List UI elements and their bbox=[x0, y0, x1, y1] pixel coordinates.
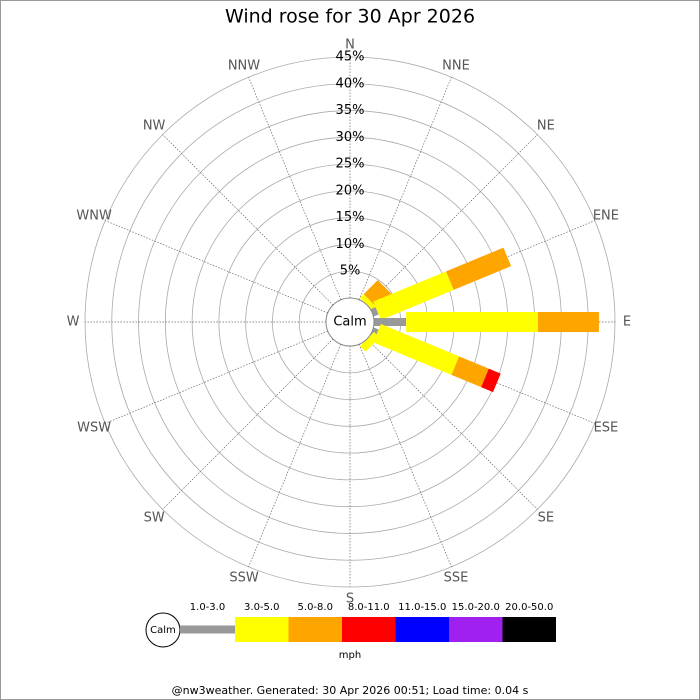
direction-label: ESE bbox=[594, 421, 619, 436]
r-tick-label: 5% bbox=[340, 264, 361, 279]
direction-label: N bbox=[345, 38, 355, 53]
chart-title: Wind rose for 30 Apr 2026 bbox=[225, 6, 475, 28]
legend: Calm 1.0-3.0 3.0-5.0 5.0-8.0 8.0-11.0 11.0-1… bbox=[145, 602, 556, 648]
r-tick-label: 10% bbox=[336, 237, 365, 252]
r-tick-label: 15% bbox=[336, 210, 365, 225]
spoke bbox=[105, 330, 328, 424]
calm-label: Calm bbox=[333, 315, 366, 330]
direction-label: WNW bbox=[76, 208, 112, 223]
r-tick-label: 35% bbox=[336, 103, 365, 118]
calm-circle bbox=[325, 297, 375, 347]
legend-swatch bbox=[180, 625, 235, 634]
legend-calm-label: Calm bbox=[150, 625, 176, 636]
direction-label: NW bbox=[143, 119, 166, 134]
r-tick-label: 40% bbox=[336, 76, 365, 91]
legend-label: 1.0-3.0 bbox=[190, 602, 225, 613]
direction-label: SW bbox=[144, 510, 165, 525]
bars bbox=[324, 247, 599, 393]
r-tick-label: 30% bbox=[336, 130, 365, 145]
direction-label: W bbox=[67, 315, 80, 330]
wind-bar bbox=[374, 318, 407, 326]
direction-label: SSW bbox=[229, 570, 259, 585]
wind-bar bbox=[406, 312, 538, 332]
legend-swatch bbox=[235, 617, 289, 642]
footer: @nw3weather. Generated: 30 Apr 2026 00:5… bbox=[172, 684, 529, 697]
wind-bar bbox=[451, 356, 489, 388]
wind-bar bbox=[370, 307, 379, 317]
legend-swatch bbox=[288, 617, 342, 642]
legend-label: 5.0-8.0 bbox=[298, 602, 333, 613]
wind-bar bbox=[359, 294, 378, 313]
legend-label: 3.0-5.0 bbox=[244, 602, 279, 613]
labels: 5% 10% 15% 20% 25% 30% 35% 40% 45%N NNE NE ENE E ESE S… bbox=[67, 38, 632, 607]
legend-label: 8.0-11.0 bbox=[348, 602, 390, 613]
legend-swatch bbox=[502, 617, 556, 642]
spoke bbox=[248, 344, 342, 567]
spoke bbox=[366, 338, 538, 510]
direction-label: S bbox=[346, 592, 354, 607]
spoke bbox=[366, 134, 538, 306]
legend-label: 11.0-15.0 bbox=[398, 602, 446, 613]
r-tick-label: 45% bbox=[336, 50, 365, 65]
spoke bbox=[162, 134, 334, 306]
wind-bar bbox=[446, 247, 512, 290]
wind-bar bbox=[373, 323, 460, 375]
spoke bbox=[162, 338, 334, 510]
direction-label: SE bbox=[538, 510, 554, 525]
wind-bar bbox=[359, 331, 380, 352]
spoke bbox=[248, 77, 342, 300]
direction-label: E bbox=[623, 315, 631, 330]
direction-label: WSW bbox=[77, 421, 111, 436]
direction-label: NNE bbox=[442, 59, 470, 74]
legend-label: 15.0-20.0 bbox=[452, 602, 500, 613]
r-tick-label: 20% bbox=[336, 183, 365, 198]
wind-bar bbox=[537, 312, 599, 332]
unit-label: mph bbox=[339, 650, 361, 661]
legend-label: 20.0-50.0 bbox=[505, 602, 553, 613]
spoke bbox=[105, 220, 328, 314]
r-tick-label: 25% bbox=[336, 157, 365, 172]
direction-label: ENE bbox=[593, 208, 619, 223]
legend-swatch bbox=[395, 617, 449, 642]
spoke bbox=[358, 344, 452, 567]
spoke bbox=[358, 77, 452, 300]
wind-bar bbox=[481, 368, 501, 393]
legend-swatch bbox=[449, 617, 503, 642]
wind-bar bbox=[373, 271, 454, 321]
direction-label: NE bbox=[537, 119, 555, 134]
legend-swatch bbox=[342, 617, 396, 642]
direction-label: SSE bbox=[444, 570, 469, 585]
direction-label: NNW bbox=[228, 59, 260, 74]
